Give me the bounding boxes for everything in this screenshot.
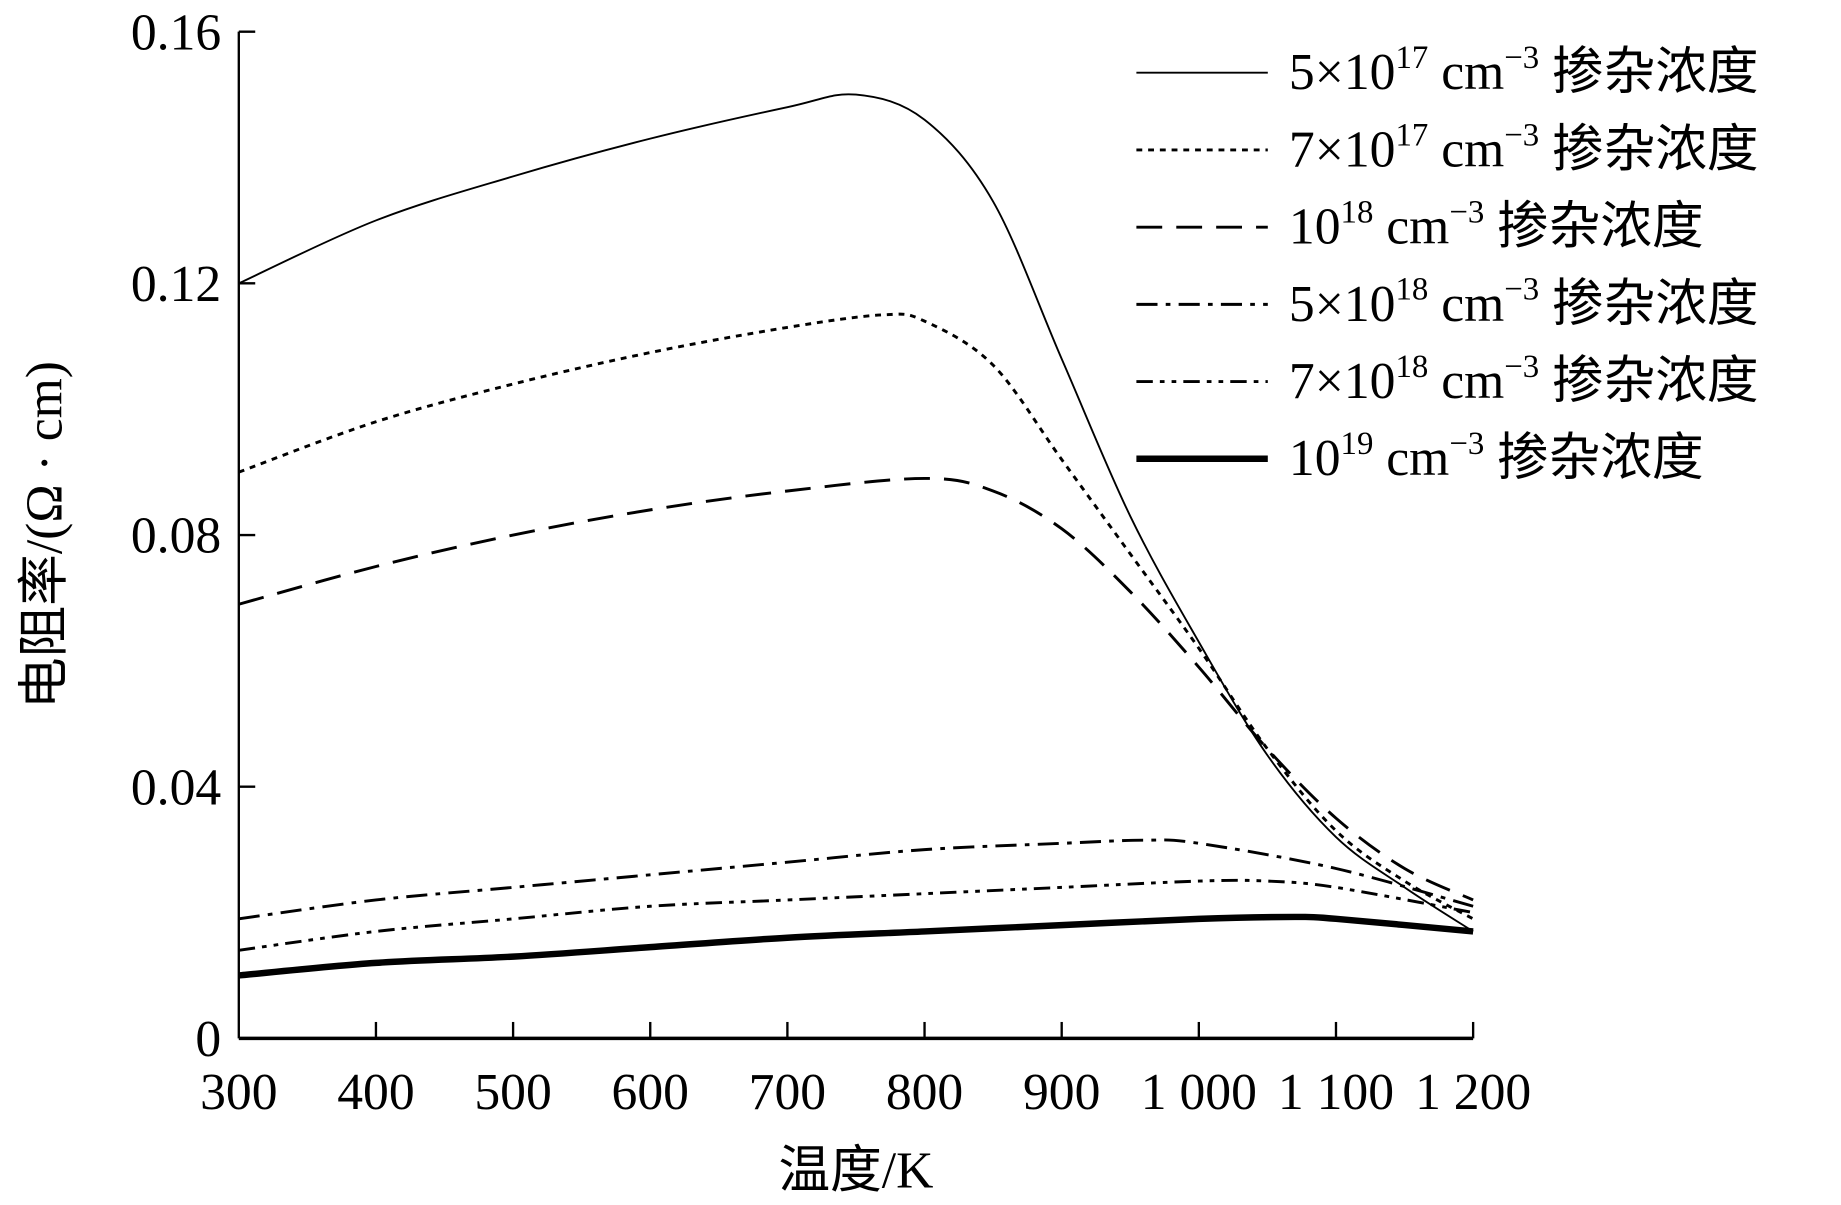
y-axis-label: 电阻率/(Ω · cm) xyxy=(17,361,74,709)
legend-label: 5×1017 cm−3 掺杂浓度 xyxy=(1289,40,1759,101)
legend-label: 7×1018 cm−3 掺杂浓度 xyxy=(1289,349,1759,410)
series-line-6 xyxy=(238,913,1474,979)
x-tick-label: 1 200 xyxy=(1415,1064,1531,1121)
x-tick-label: 400 xyxy=(337,1064,414,1121)
y-tick-label: 0.16 xyxy=(131,4,221,61)
x-tick-label: 600 xyxy=(612,1064,689,1121)
x-tick-label: 700 xyxy=(749,1064,826,1121)
y-tick-label: 0.12 xyxy=(131,256,221,313)
y-tick-label: 0.04 xyxy=(131,759,221,816)
y-tick-label: 0.08 xyxy=(131,508,221,565)
x-tick-label: 300 xyxy=(200,1064,277,1121)
x-axis-label: 温度/K xyxy=(779,1142,934,1199)
series-lines xyxy=(238,93,1474,979)
x-tick-label: 900 xyxy=(1023,1064,1100,1121)
axes: 300 400 500 600 700 800 900 1 000 1 100 1 200 0 0.0… xyxy=(131,4,1531,1121)
series-line-2 xyxy=(238,312,1474,921)
series-line-5 xyxy=(238,878,1474,952)
series-line-1 xyxy=(238,93,1474,933)
legend-label: 1019 cm−3 掺杂浓度 xyxy=(1289,426,1704,487)
series-line-3 xyxy=(238,476,1474,902)
legend-label: 1018 cm−3 掺杂浓度 xyxy=(1289,194,1704,255)
x-tick-label: 1 100 xyxy=(1278,1064,1394,1121)
x-tick-label: 500 xyxy=(474,1064,551,1121)
legend: 5×1017 cm−3 掺杂浓度 7×1017 cm−3 掺杂浓度 1018 cm−… xyxy=(1136,40,1759,487)
x-tick-label: 800 xyxy=(886,1064,963,1121)
series-line-4 xyxy=(238,838,1474,921)
legend-label: 7×1017 cm−3 掺杂浓度 xyxy=(1289,117,1759,178)
x-tick-label: 1 000 xyxy=(1141,1064,1257,1121)
legend-label: 5×1018 cm−3 掺杂浓度 xyxy=(1289,272,1759,333)
y-tick-label: 0 xyxy=(195,1011,221,1068)
